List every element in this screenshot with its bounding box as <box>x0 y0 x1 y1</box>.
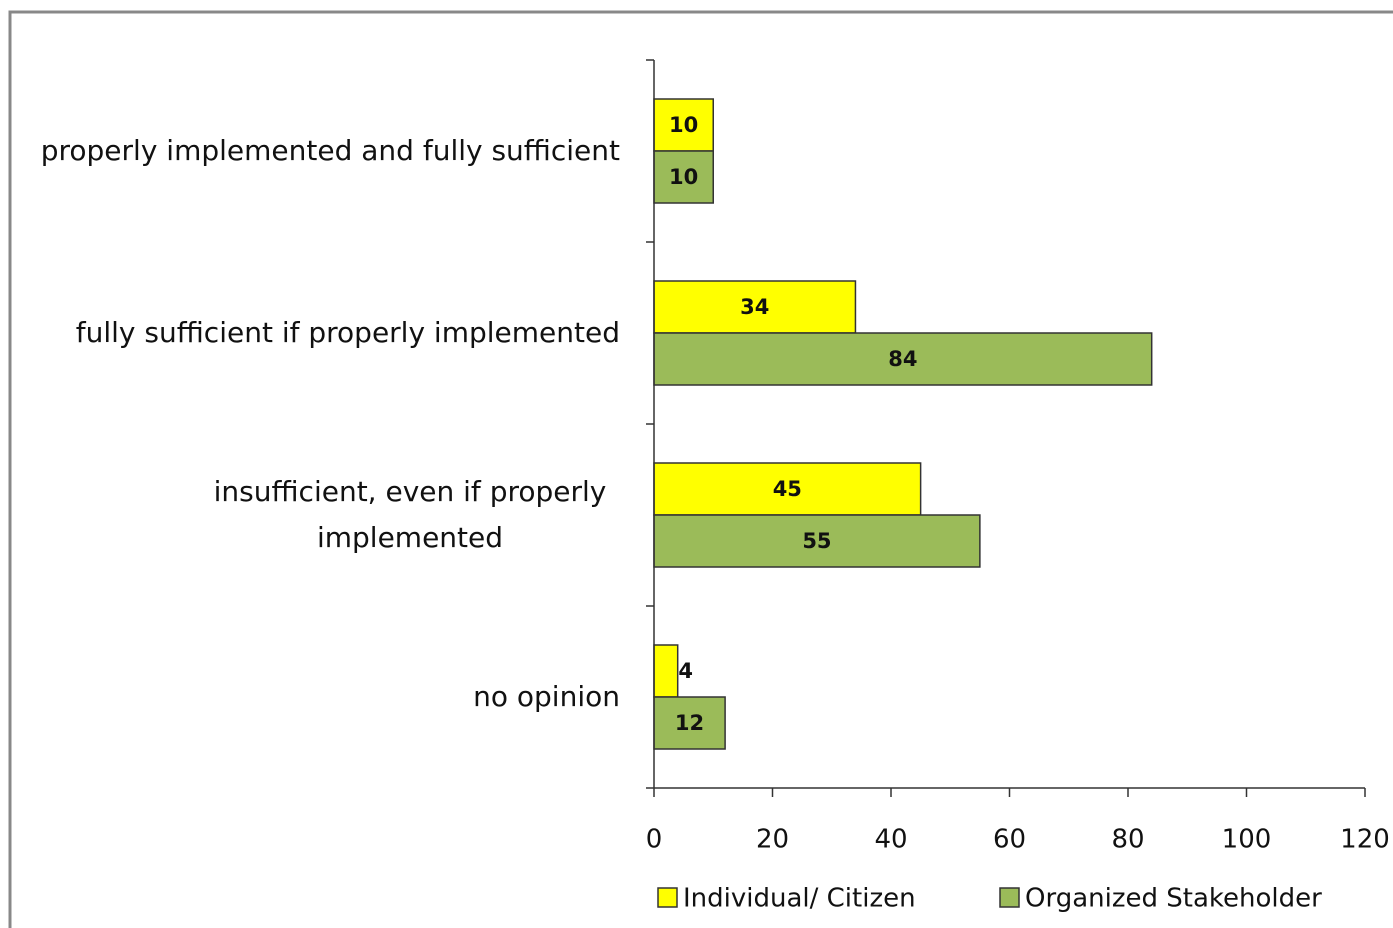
bar <box>653 332 1153 386</box>
bar <box>653 696 726 750</box>
legend-label: Individual/ Citizen <box>683 884 916 914</box>
x-tick-label: 60 <box>993 825 1026 855</box>
bar <box>653 514 981 568</box>
x-tick-label: 120 <box>1340 825 1390 855</box>
category-label: no opinion <box>10 637 620 757</box>
category-label-box: no opinion <box>10 637 620 757</box>
legend-swatch <box>657 887 678 908</box>
bar <box>653 98 714 152</box>
value-label: 10 <box>669 165 698 189</box>
x-tick-label: 20 <box>756 825 789 855</box>
category-label-text: properly implemented and fully sufficien… <box>40 134 620 167</box>
category-label: properly implemented and fully sufficien… <box>10 91 620 211</box>
legend-label: Organized Stakeholder <box>1025 884 1322 914</box>
legend-swatch <box>999 887 1020 908</box>
x-tick-label: 100 <box>1222 825 1272 855</box>
value-label: 10 <box>669 113 698 137</box>
bar <box>653 462 922 516</box>
category-label-text: no opinion <box>473 680 620 713</box>
category-label-box: properly implemented and fully sufficien… <box>10 91 620 211</box>
value-label: 45 <box>773 477 802 501</box>
frame <box>8 10 1393 928</box>
category-label-box: fully sufficient if properly implemented <box>10 273 620 393</box>
category-label-text: insufficient, even if properly implement… <box>213 475 607 554</box>
value-label: 84 <box>888 347 917 371</box>
value-label: 34 <box>740 295 769 319</box>
category-label: insufficient, even if properly implement… <box>10 455 620 575</box>
category-label-text: fully sufficient if properly implemented <box>75 316 620 349</box>
value-label: 12 <box>675 711 704 735</box>
value-label: 55 <box>802 529 831 553</box>
value-label: 4 <box>678 659 693 683</box>
bar <box>653 644 679 698</box>
x-tick-label: 80 <box>1111 825 1144 855</box>
category-label: fully sufficient if properly implemented <box>10 273 620 393</box>
x-tick-label: 0 <box>646 825 663 855</box>
category-label-box: insufficient, even if properly implement… <box>10 455 620 575</box>
bar <box>653 150 714 204</box>
x-tick-label: 40 <box>874 825 907 855</box>
